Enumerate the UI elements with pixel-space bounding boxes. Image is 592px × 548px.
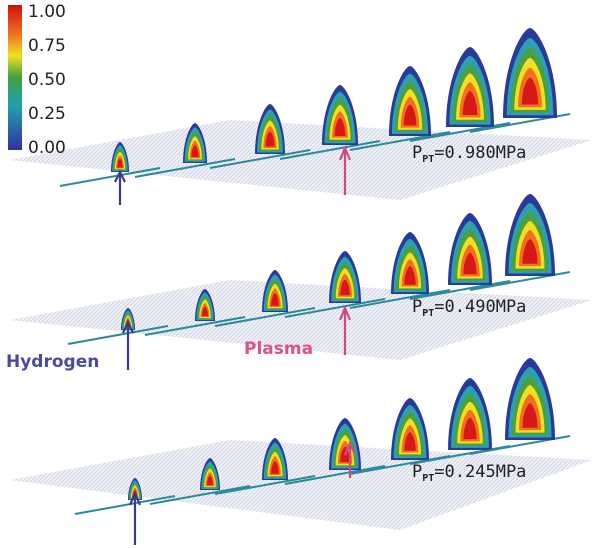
arrow [130, 493, 140, 545]
colorbar-label: 1.00 [28, 2, 66, 22]
arrow [115, 172, 125, 205]
subscript: PT [422, 154, 434, 165]
flames [60, 28, 570, 514]
subscript: PT [422, 473, 434, 484]
colorbar-label: 0.50 [28, 70, 66, 90]
symbol: P [412, 143, 422, 163]
colorbar-labels: 1.00 0.75 0.50 0.25 0.00 [28, 2, 66, 158]
figure: 1.000.750.500.250.00 Hydrogen Plasma PPT… [0, 0, 592, 548]
symbol: P [412, 297, 422, 317]
streak [60, 168, 160, 186]
subscript: PT [422, 308, 434, 319]
arrow [123, 322, 133, 370]
plane [10, 440, 592, 530]
colorbar [8, 5, 22, 150]
plasma-label: Plasma [244, 339, 313, 359]
page: {"colorbar": {"labels": ["1.00", "0.75",… [0, 0, 592, 548]
colorbar-label: 0.25 [28, 104, 66, 124]
symbol: P [412, 462, 422, 482]
value: =0.245MPa [434, 462, 526, 482]
colorbar-label: 0.00 [28, 138, 66, 158]
colorbar-label: 0.75 [28, 36, 66, 56]
value: =0.490MPa [434, 297, 526, 317]
streak [75, 496, 175, 514]
value: =0.980MPa [434, 143, 526, 163]
hydrogen-label: Hydrogen [6, 352, 99, 372]
